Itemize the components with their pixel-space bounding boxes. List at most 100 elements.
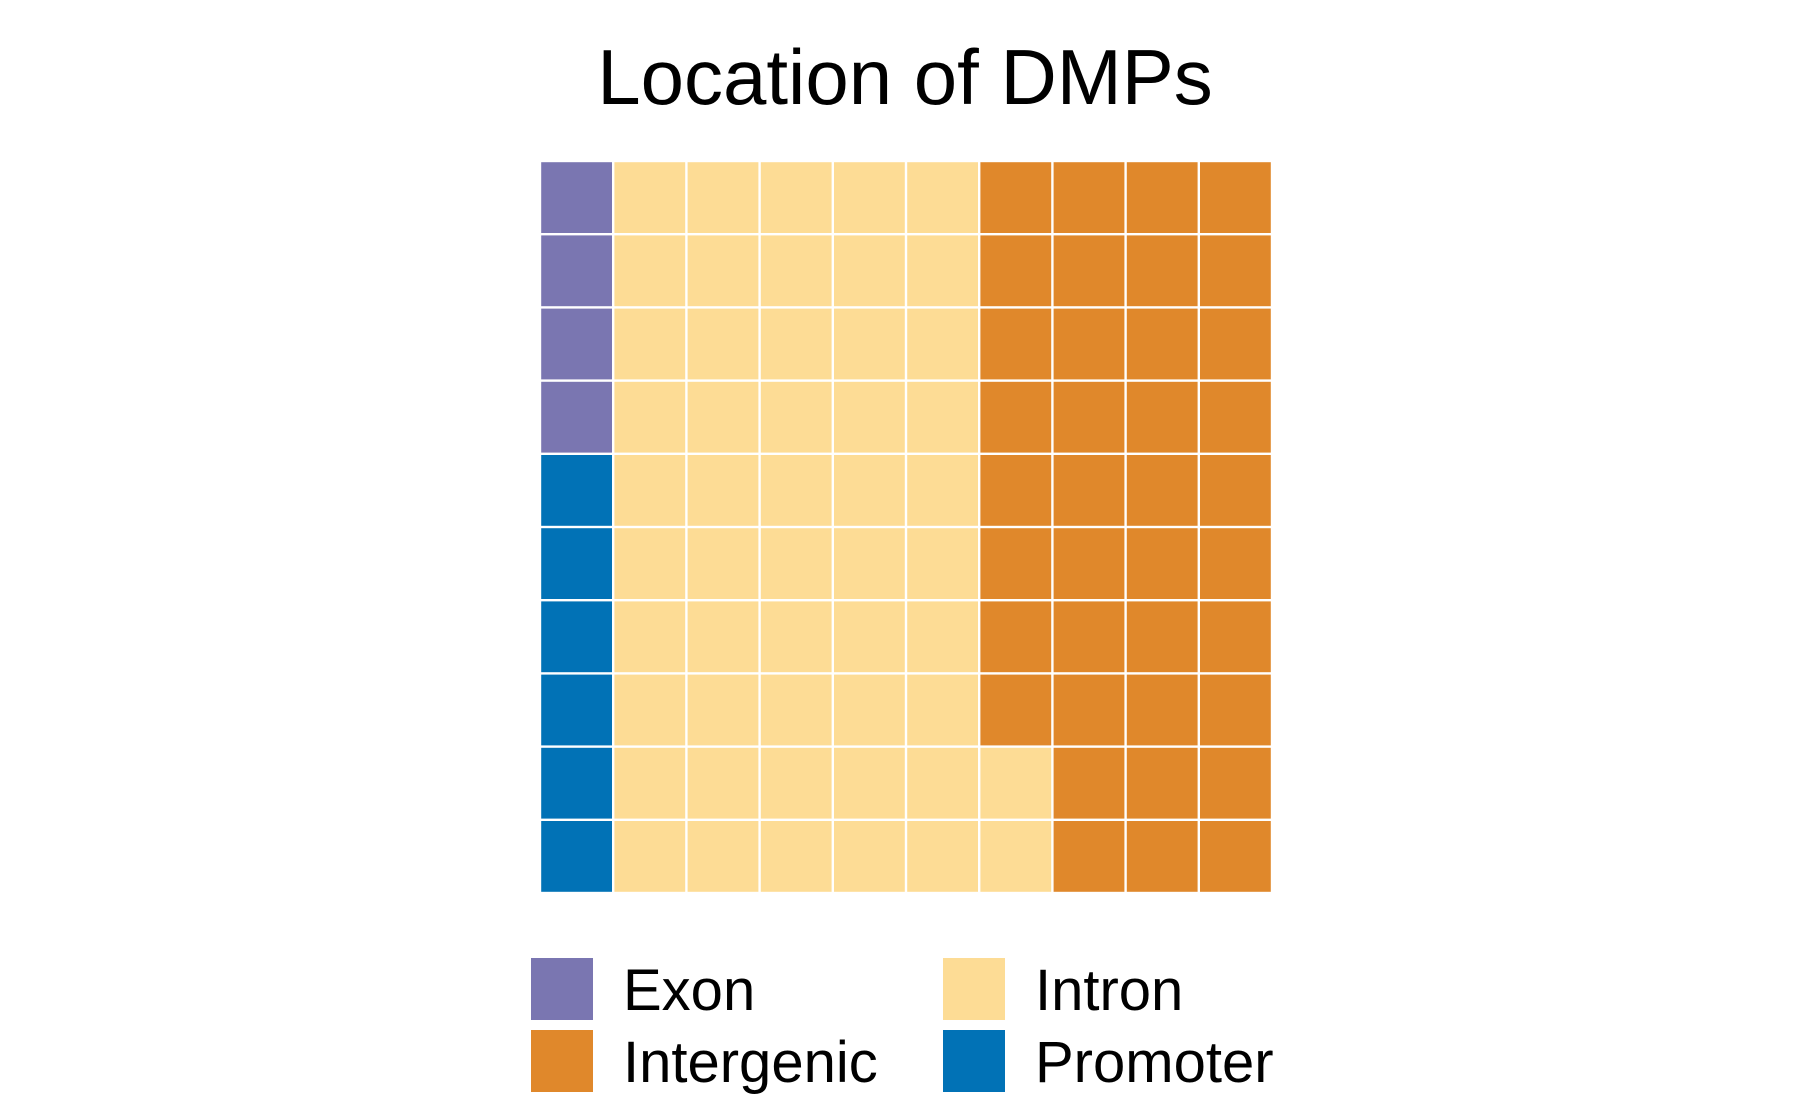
waffle-cell-intron xyxy=(834,821,905,892)
waffle-cell-intron xyxy=(687,455,759,526)
waffle-cell-intergenic xyxy=(1200,162,1271,233)
waffle-cell-intergenic xyxy=(1053,601,1125,673)
waffle-cell-intron xyxy=(687,381,759,453)
legend-swatch-promoter xyxy=(943,1030,1005,1092)
waffle-cell-intron xyxy=(760,235,832,307)
waffle-cell-intron xyxy=(614,821,686,892)
waffle-cell-intron xyxy=(760,601,832,673)
waffle-cell-intron xyxy=(834,235,905,307)
waffle-cell-intergenic xyxy=(1053,674,1125,746)
waffle-cell-promoter xyxy=(541,674,612,746)
waffle-cell-intergenic xyxy=(1126,747,1198,819)
waffle-cell-intron xyxy=(834,601,905,673)
waffle-grid xyxy=(541,162,1271,892)
waffle-cell-intergenic xyxy=(1200,308,1271,380)
waffle-cell-intergenic xyxy=(1126,381,1198,453)
waffle-cell-intergenic xyxy=(1200,381,1271,453)
waffle-cell-intergenic xyxy=(1200,747,1271,819)
waffle-cell-intron xyxy=(687,747,759,819)
waffle-cell-intron xyxy=(834,528,905,599)
waffle-cell-intron xyxy=(687,162,759,233)
waffle-cell-intron xyxy=(687,528,759,599)
waffle-cell-intergenic xyxy=(1053,455,1125,526)
legend-label-intron: Intron xyxy=(1035,958,1183,1023)
waffle-cell-intron xyxy=(614,162,686,233)
waffle-cell-intron xyxy=(907,455,978,526)
waffle-cell-promoter xyxy=(541,528,612,599)
waffle-cell-intergenic xyxy=(1053,747,1125,819)
waffle-cell-promoter xyxy=(541,747,612,819)
waffle-cell-intron xyxy=(687,235,759,307)
waffle-cell-intergenic xyxy=(1053,235,1125,307)
chart-title: Location of DMPs xyxy=(597,33,1213,121)
waffle-cell-intron xyxy=(907,601,978,673)
waffle-cell-intergenic xyxy=(980,308,1052,380)
legend-swatch-intergenic xyxy=(531,1030,593,1092)
waffle-cell-intergenic xyxy=(1126,308,1198,380)
waffle-cell-intron xyxy=(614,381,686,453)
waffle-cell-intron xyxy=(907,308,978,380)
waffle-cell-intergenic xyxy=(1126,674,1198,746)
waffle-cell-intron xyxy=(614,601,686,673)
waffle-cell-intron xyxy=(834,455,905,526)
waffle-cell-promoter xyxy=(541,455,612,526)
waffle-cell-intergenic xyxy=(1053,381,1125,453)
waffle-cell-promoter xyxy=(541,821,612,892)
waffle-cell-intergenic xyxy=(980,235,1052,307)
legend-label-exon: Exon xyxy=(623,958,755,1023)
waffle-cell-intergenic xyxy=(1200,821,1271,892)
waffle-cell-intron xyxy=(907,162,978,233)
waffle-cell-intron xyxy=(907,674,978,746)
waffle-cell-intron xyxy=(614,747,686,819)
waffle-cell-intergenic xyxy=(980,455,1052,526)
waffle-cell-intergenic xyxy=(1126,162,1198,233)
waffle-cell-intron xyxy=(760,162,832,233)
waffle-cell-intron xyxy=(760,674,832,746)
waffle-cell-intron xyxy=(614,528,686,599)
waffle-cell-intergenic xyxy=(1126,528,1198,599)
waffle-cell-intergenic xyxy=(1200,674,1271,746)
waffle-cell-intergenic xyxy=(1053,162,1125,233)
waffle-cell-intergenic xyxy=(980,528,1052,599)
waffle-cell-intron xyxy=(687,601,759,673)
waffle-cell-intron xyxy=(614,235,686,307)
waffle-cell-intergenic xyxy=(1200,601,1271,673)
waffle-cell-exon xyxy=(541,308,612,380)
legend: Exon Intron Intergenic Promoter xyxy=(531,958,1274,1095)
waffle-cell-intergenic xyxy=(980,381,1052,453)
waffle-cell-exon xyxy=(541,162,612,233)
waffle-cell-intron xyxy=(760,308,832,380)
waffle-cell-intron xyxy=(614,308,686,380)
waffle-cell-intergenic xyxy=(980,674,1052,746)
legend-item-intergenic: Intergenic xyxy=(531,1030,878,1095)
waffle-cell-intron xyxy=(760,821,832,892)
waffle-cell-intergenic xyxy=(1126,601,1198,673)
waffle-cell-intron xyxy=(907,381,978,453)
legend-swatch-intron xyxy=(943,958,1005,1020)
waffle-cell-intron xyxy=(980,747,1052,819)
legend-swatch-exon xyxy=(531,958,593,1020)
waffle-cell-intron xyxy=(907,528,978,599)
waffle-cell-intron xyxy=(614,674,686,746)
waffle-cell-intron xyxy=(687,821,759,892)
waffle-cell-intron xyxy=(834,674,905,746)
waffle-cell-intron xyxy=(980,821,1052,892)
waffle-cell-intergenic xyxy=(1200,455,1271,526)
waffle-cell-intron xyxy=(907,821,978,892)
waffle-cell-intron xyxy=(614,455,686,526)
waffle-cell-intergenic xyxy=(1200,235,1271,307)
legend-item-exon: Exon xyxy=(531,958,755,1023)
waffle-cell-intron xyxy=(687,308,759,380)
waffle-cell-intergenic xyxy=(1053,528,1125,599)
waffle-cell-intron xyxy=(834,308,905,380)
waffle-cell-intergenic xyxy=(1126,821,1198,892)
waffle-cell-promoter xyxy=(541,601,612,673)
waffle-cell-intron xyxy=(907,235,978,307)
waffle-cell-intron xyxy=(907,747,978,819)
waffle-cell-intron xyxy=(834,162,905,233)
legend-label-intergenic: Intergenic xyxy=(623,1030,878,1095)
waffle-cell-intergenic xyxy=(1200,528,1271,599)
waffle-cell-intron xyxy=(760,381,832,453)
legend-item-intron: Intron xyxy=(943,958,1183,1023)
